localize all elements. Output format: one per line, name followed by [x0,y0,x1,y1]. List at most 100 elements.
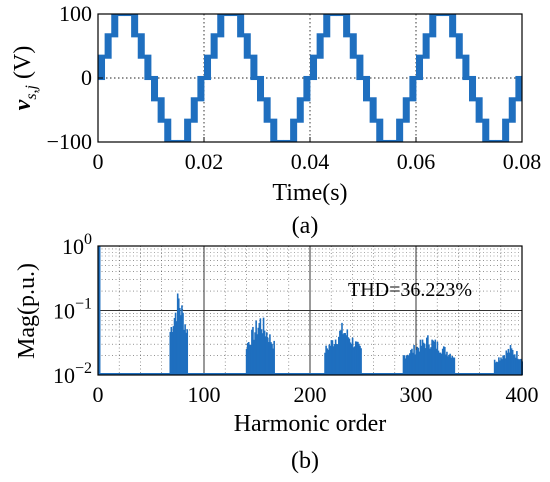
chart-b-harmonic-bar [332,346,335,375]
chart-b-harmonic-bar [411,348,413,375]
chart-a-wave-segment [396,118,404,142]
chart-a-waveform [98,14,523,142]
chart-a-xtick-label: 0.04 [291,149,330,174]
chart-b-harmonic-bar [348,338,351,375]
chart-b-harmonic-bar [354,341,357,375]
chart-b-harmonic-bar [438,352,441,375]
chart-a-wave-segment [117,14,125,17]
chart-b-harmonic-bar [503,355,505,375]
chart-b-fundamental-bar [98,246,101,375]
chart-b-harmonic-bar [518,359,520,375]
chart-b-harmonic-bar [446,351,448,375]
chart-a-wave-segment [210,33,218,59]
chart-b-harmonic-bar [327,349,330,375]
chart-b-harmonic-bar [497,362,499,375]
chart-b-xtick-label: 0 [93,382,104,407]
chart-b-harmonic-bar [436,341,439,375]
chart-b-harmonic-bar [413,345,415,375]
chart-b-harmonic-bar [352,347,355,375]
chart-a-wave-segment [416,54,424,81]
chart-b-harmonic-bar [452,357,455,375]
chart-b-harmonic-bar [519,359,521,375]
chart-b-harmonic-bar [271,343,273,375]
chart-b-harmonic-bar [359,345,361,375]
chart-b-harmonic-bar [273,340,275,375]
chart-a-wave-segment [157,97,165,123]
chart-a-wave-segment [310,54,318,81]
chart-a-wave-segment [323,14,331,38]
chart-b-harmonic-bar [325,345,327,375]
chart-b-harmonic-bar [407,355,410,375]
chart-b-harmonic-bar [360,348,362,375]
chart-b-harmonic-bar [358,343,360,375]
chart-b-harmonic-bar [245,349,248,375]
chart-b-harmonic-bar [502,355,504,375]
chart-b-harmonic-bar [265,332,268,375]
chart-b-harmonic-bar [427,335,429,375]
chart-b-harmonic-bar [324,352,326,375]
chart-b-harmonic-bar [340,330,342,375]
chart-b-harmonic-bar [329,345,332,375]
chart-b-harmonic-bar [262,317,265,375]
chart-a-xtick-label: 0.06 [397,149,436,174]
chart-b-harmonic-bar [172,326,175,375]
chart-b-harmonic-bar [350,343,353,375]
chart-a-wave-segment [237,14,245,38]
chart-a-ylabel-main: v [10,99,36,110]
chart-a-wave-segment [435,14,443,17]
chart-b-harmonic-bar [347,337,350,375]
chart-b-harmonic-bar [433,341,436,375]
chart-b-harmonic-bar [260,329,263,375]
chart-b-harmonic-bar [517,358,519,375]
chart-b-caption: (b) [291,448,319,474]
chart-a-wave-segment [402,97,410,123]
chart-b-harmonic-bar [404,358,407,375]
chart-a-wave-segment [329,14,337,17]
chart-b-harmonic-bar [338,336,340,375]
chart-b-xtick-label: 200 [294,382,327,407]
chart-b-harmonic-bar [257,327,260,375]
chart-b-harmonic-bar [353,346,356,375]
chart-b-harmonic-bar [403,355,406,375]
chart-a-wave-segment [263,97,271,123]
chart-b-harmonic-bar [428,344,430,375]
chart-b-harmonic-bar [515,357,517,375]
chart-b-harmonic-bar [449,353,451,375]
chart-a-wave-segment [184,118,192,142]
chart-a-wave-segment [151,75,159,102]
chart-b-harmonic-bar [176,293,179,375]
chart-b-harmonic-bar [448,354,450,375]
chart-b-harmonic-bar [513,354,516,375]
chart-a-wave-segment [164,118,172,142]
chart-b-harmonic-bar [420,345,423,375]
chart-b-harmonic-bar [508,352,511,375]
chart-b-harmonic-bar [264,336,267,375]
chart-a-wave-segment [502,118,510,142]
chart-b-harmonic-bar [328,344,331,375]
chart-a-wave-segment [190,97,198,123]
chart-a-wave-segment [204,54,212,81]
chart-b-harmonic-bar [184,324,186,375]
chart-b-harmonic-bar [356,341,358,375]
chart-b-harmonic-bar [430,347,432,375]
chart-b-harmonic-bar [251,329,253,375]
chart-a-wave-segment [462,54,470,81]
chart-b-bars [98,246,523,375]
chart-b-harmonic-bar [409,353,411,375]
chart-b-harmonic-bar [437,350,440,375]
chart-b-harmonic-bar [415,350,417,375]
chart-b-harmonic-bar [424,348,427,375]
chart-b-harmonic-bar [418,351,421,375]
chart-a-wave-segment [197,75,205,102]
chart-a-wave-segment [382,139,390,142]
chart-b-harmonic-bar [341,322,343,375]
chart-b-harmonic-bar [254,332,256,375]
chart-a-wave-segment [290,118,298,142]
chart-a-wave-segment [475,97,483,123]
chart-a-wave-segment [376,118,384,142]
chart-b-harmonic-bar [357,341,359,375]
chart-b-harmonic-bar [179,307,181,375]
chart-b-harmonic-bar [444,346,446,375]
chart-b-harmonic-bar [181,305,183,375]
